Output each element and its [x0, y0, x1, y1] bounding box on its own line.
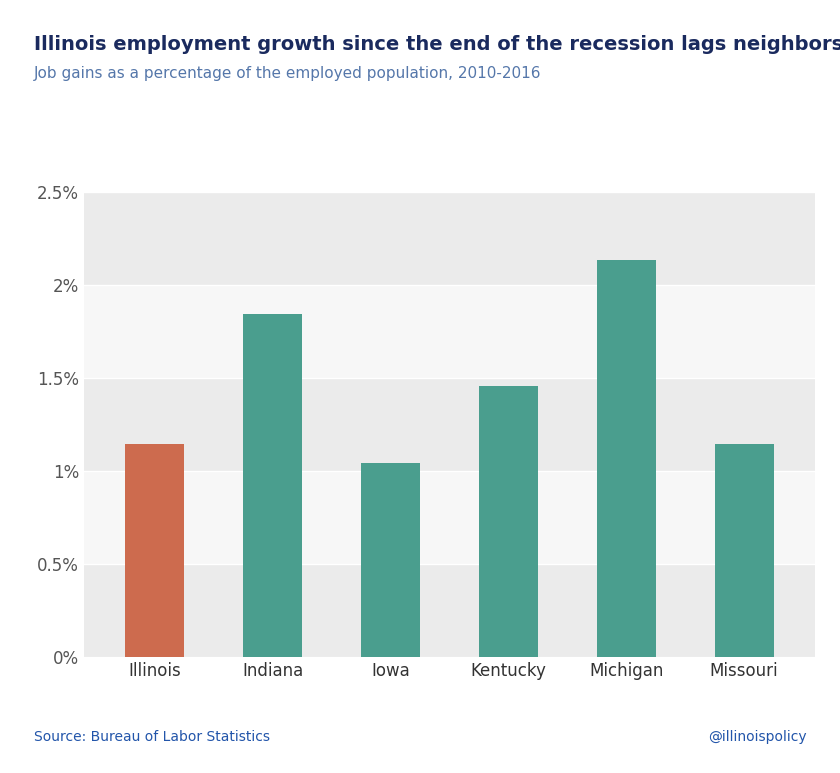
Text: Source: Bureau of Labor Statistics: Source: Bureau of Labor Statistics	[34, 730, 270, 744]
Bar	[84, 285, 815, 378]
Bar	[84, 192, 815, 285]
Text: Illinois employment growth since the end of the recession lags neighbors: Illinois employment growth since the end…	[34, 35, 840, 54]
Bar	[243, 314, 302, 657]
Bar	[125, 444, 184, 657]
Text: Job gains as a percentage of the employed population, 2010-2016: Job gains as a percentage of the employe…	[34, 66, 541, 80]
Text: @illinoispolicy: @illinoispolicy	[708, 730, 806, 744]
Bar	[596, 260, 656, 657]
Bar	[84, 378, 815, 471]
Bar	[84, 471, 815, 564]
Bar	[361, 462, 420, 657]
Bar	[479, 386, 538, 657]
Bar	[715, 444, 774, 657]
Bar	[84, 564, 815, 657]
